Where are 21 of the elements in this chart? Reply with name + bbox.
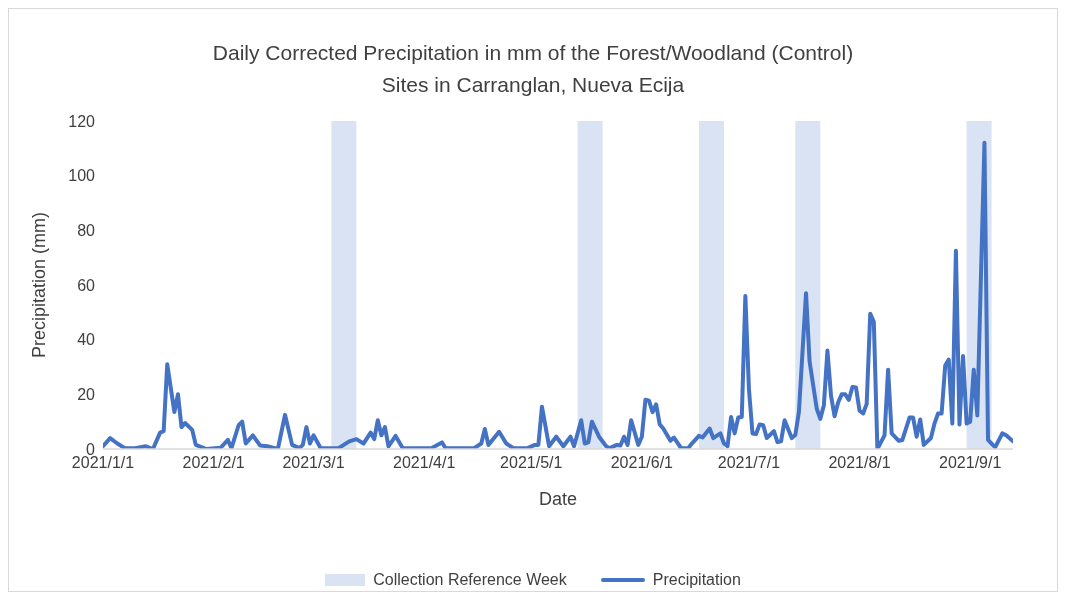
y-tick-label: 120 (68, 112, 96, 130)
legend-label: Collection Reference Week (373, 571, 567, 589)
x-tick-label: 2021/3/1 (282, 454, 345, 472)
y-tick-label: 40 (77, 331, 96, 349)
line-series (103, 140, 1013, 449)
x-tick-label: 2021/1/1 (71, 454, 135, 472)
x-tick-label: 2021/9/1 (939, 454, 1002, 472)
x-tick-label: 2021/4/1 (393, 454, 456, 472)
x-axis-title: Date (538, 489, 578, 509)
y-tick-label: 60 (77, 276, 96, 294)
x-tick-label: 2021/7/1 (717, 454, 781, 472)
y-tick-label: 20 (77, 386, 96, 404)
x-tick-label: 2021/6/1 (610, 454, 674, 472)
y-axis-title: Precipitation (mm) (29, 211, 50, 359)
y-tick-label: 80 (77, 222, 96, 240)
legend-label: Precipitation (652, 571, 741, 589)
chart-title: Daily Corrected Precipitation in mm of the Forest/Woodland (Control) Sites in Carranglan, Nueva Ecija (211, 40, 855, 98)
x-tick-label: 2021/5/1 (500, 454, 563, 472)
y-tick-label: 100 (68, 167, 96, 185)
x-tick-label: 2021/8/1 (828, 454, 891, 472)
x-tick-label: 2021/2/1 (182, 454, 245, 472)
